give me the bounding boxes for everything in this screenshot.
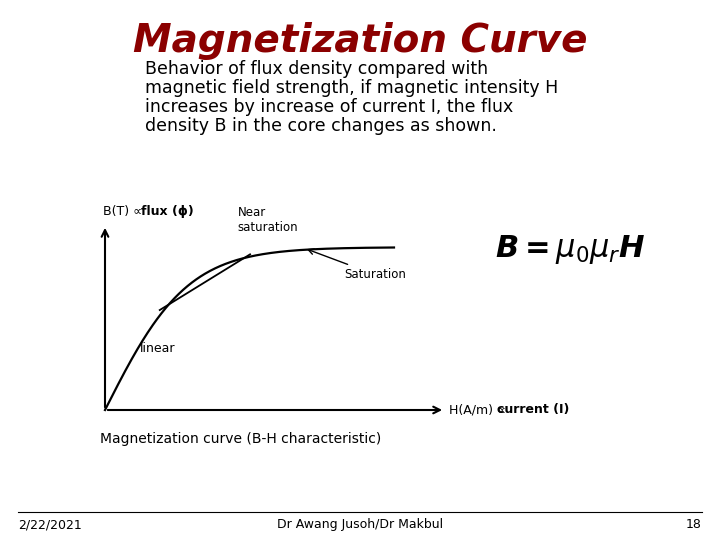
- Text: B(T) ∝: B(T) ∝: [103, 205, 146, 218]
- Text: current (I): current (I): [497, 403, 570, 416]
- Text: linear: linear: [140, 342, 176, 355]
- Text: density B in the core changes as shown.: density B in the core changes as shown.: [145, 117, 497, 135]
- Text: 18: 18: [686, 518, 702, 531]
- Text: Magnetization Curve: Magnetization Curve: [132, 22, 588, 60]
- Text: Magnetization curve (B-H characteristic): Magnetization curve (B-H characteristic): [100, 432, 382, 446]
- Text: Behavior of flux density compared with: Behavior of flux density compared with: [145, 60, 488, 78]
- Text: 2/22/2021: 2/22/2021: [18, 518, 82, 531]
- Text: $\boldsymbol{B=\mu_0\mu_r H}$: $\boldsymbol{B=\mu_0\mu_r H}$: [495, 233, 645, 267]
- Text: flux (ϕ): flux (ϕ): [141, 205, 194, 218]
- Text: magnetic field strength, if magnetic intensity H: magnetic field strength, if magnetic int…: [145, 79, 558, 97]
- Text: increases by increase of current I, the flux: increases by increase of current I, the …: [145, 98, 513, 116]
- Text: Dr Awang Jusoh/Dr Makbul: Dr Awang Jusoh/Dr Makbul: [277, 518, 443, 531]
- Text: H(A/m) ∝: H(A/m) ∝: [449, 403, 510, 416]
- Text: Near
saturation: Near saturation: [238, 206, 298, 234]
- Text: Saturation: Saturation: [308, 249, 406, 281]
